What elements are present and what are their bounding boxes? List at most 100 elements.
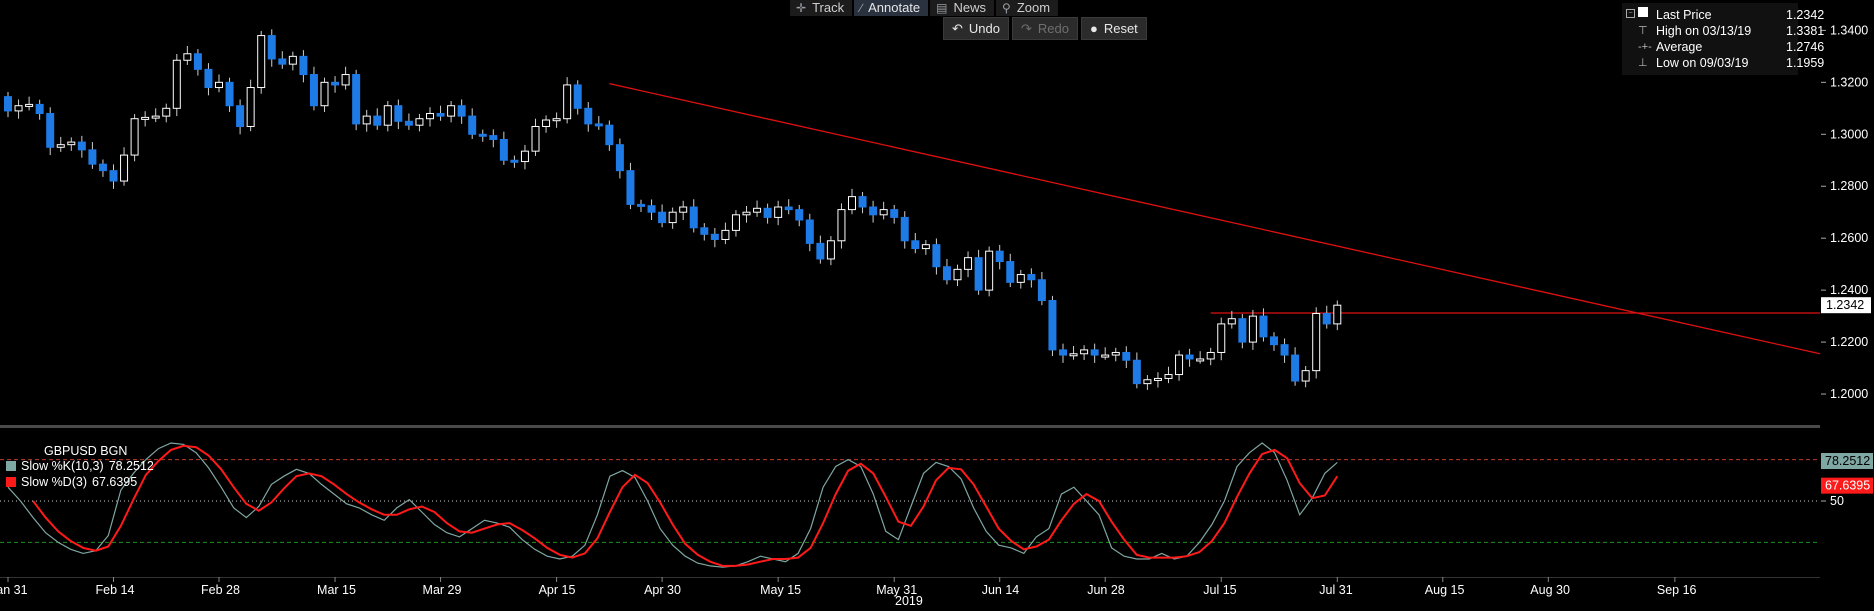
- candle-down: [658, 211, 667, 224]
- candle-down: [436, 113, 445, 117]
- candle-down: [267, 35, 276, 60]
- candle-down: [373, 115, 382, 126]
- x-tick-label: Feb 14: [96, 583, 135, 597]
- candle-down: [942, 266, 951, 281]
- x-tick-label: Aug 30: [1530, 583, 1570, 597]
- candle-down: [109, 170, 118, 182]
- y-tick-label: 1.2000: [1830, 387, 1868, 401]
- candle-down: [858, 196, 867, 208]
- candle-up: [731, 214, 740, 231]
- legend-average-label: Average: [1656, 40, 1703, 54]
- candle-up: [668, 211, 677, 224]
- candle-up: [1016, 274, 1025, 283]
- candle-down: [1090, 349, 1099, 356]
- candle-up: [964, 257, 973, 270]
- undo-button[interactable]: ↶ Undo: [943, 17, 1009, 40]
- legend-high-label: High on 03/13/19: [1656, 24, 1752, 38]
- candle-down: [1185, 354, 1194, 360]
- x-tick-label: Mar 15: [317, 583, 356, 597]
- candle-up: [879, 209, 888, 216]
- legend-last-price-value: 1.2342: [1786, 8, 1825, 22]
- candle-down: [816, 242, 825, 260]
- candle-down: [911, 240, 920, 250]
- candle-up: [141, 116, 150, 120]
- candle-up: [151, 115, 160, 119]
- candle-down: [98, 163, 107, 172]
- candle-up: [415, 118, 424, 126]
- candle-up: [1143, 379, 1152, 385]
- candle-up: [1069, 353, 1078, 357]
- candle-down: [1322, 313, 1331, 325]
- x-tick-label: Jun 28: [1087, 583, 1125, 597]
- low-marker-icon: ⊥: [1638, 57, 1648, 69]
- annotate-button[interactable]: ∕ Annotate: [854, 0, 929, 16]
- candle-up: [120, 154, 129, 182]
- candle-down: [974, 257, 983, 291]
- candle-down: [763, 207, 772, 218]
- candle-down: [404, 120, 413, 126]
- track-button[interactable]: ✛ Track: [790, 0, 853, 16]
- legend-last-price-label: Last Price: [1656, 8, 1712, 22]
- candle-up: [383, 105, 392, 126]
- zoom-button[interactable]: ⚲ Zoom: [996, 0, 1059, 16]
- y-tick-label: 1.2800: [1830, 179, 1868, 193]
- last-price-swatch: [1638, 7, 1648, 17]
- x-tick-label: Apr 30: [644, 583, 681, 597]
- candle-up: [183, 53, 192, 61]
- candle-up: [721, 229, 730, 240]
- axis-baseline: [0, 577, 1820, 578]
- x-tick-label: Sep 16: [1657, 583, 1697, 597]
- candle-up: [130, 118, 139, 156]
- x-tick-label: Jun 14: [982, 583, 1020, 597]
- k-label: Slow %K(10,3): [21, 459, 104, 473]
- y-tick-label: 1.3000: [1830, 127, 1868, 141]
- x-tick-label: May 15: [760, 583, 801, 597]
- news-button[interactable]: ▤ News: [930, 0, 995, 16]
- candle-down: [689, 206, 698, 229]
- collapse-icon[interactable]: −: [1626, 9, 1635, 18]
- candle-down: [700, 227, 709, 235]
- last-price-tag: [1821, 297, 1871, 314]
- news-icon: ▤: [936, 1, 948, 15]
- candle-down: [1027, 274, 1036, 281]
- candle-down: [932, 244, 941, 268]
- candle-up: [1101, 354, 1110, 358]
- candle-up: [320, 81, 329, 107]
- redo-icon: ↷: [1020, 21, 1032, 36]
- candle-up: [246, 87, 255, 127]
- x-axis-year: 2019: [895, 594, 923, 608]
- x-tick-label: Jul 15: [1203, 583, 1236, 597]
- candle-up: [985, 250, 994, 291]
- candle-down: [204, 68, 213, 89]
- candle-up: [1227, 318, 1236, 325]
- candle-up: [520, 150, 529, 163]
- candle-up: [742, 211, 751, 216]
- candle-up: [1080, 349, 1089, 355]
- candle-up: [1153, 377, 1162, 381]
- candle-down: [805, 219, 814, 244]
- candle-down: [637, 203, 645, 207]
- candle-down: [1132, 359, 1141, 385]
- reset-button[interactable]: ● Reset: [1080, 17, 1147, 40]
- candle-up: [826, 240, 835, 260]
- x-tick-label: Mar 29: [423, 583, 462, 597]
- k-swatch: [6, 461, 16, 471]
- candle-up: [679, 206, 688, 213]
- candle-up: [837, 209, 846, 242]
- candle-down: [784, 206, 793, 211]
- indicator-title: GBPUSD BGN: [44, 444, 128, 458]
- candle-up: [1217, 323, 1226, 353]
- y-tick-label: 1.2600: [1830, 231, 1868, 245]
- candle-down: [4, 96, 12, 112]
- y-tick-label: 1.3400: [1830, 23, 1868, 37]
- candle-up: [56, 144, 65, 148]
- candle-down: [1122, 351, 1131, 361]
- candle-down: [46, 113, 55, 148]
- redo-button[interactable]: ↷ Redo: [1011, 17, 1078, 40]
- candle-up: [426, 113, 434, 120]
- x-tick-label: Apr 15: [539, 583, 576, 597]
- candle-down: [995, 250, 1004, 263]
- candle-down: [1006, 261, 1015, 283]
- candle-up: [362, 115, 371, 125]
